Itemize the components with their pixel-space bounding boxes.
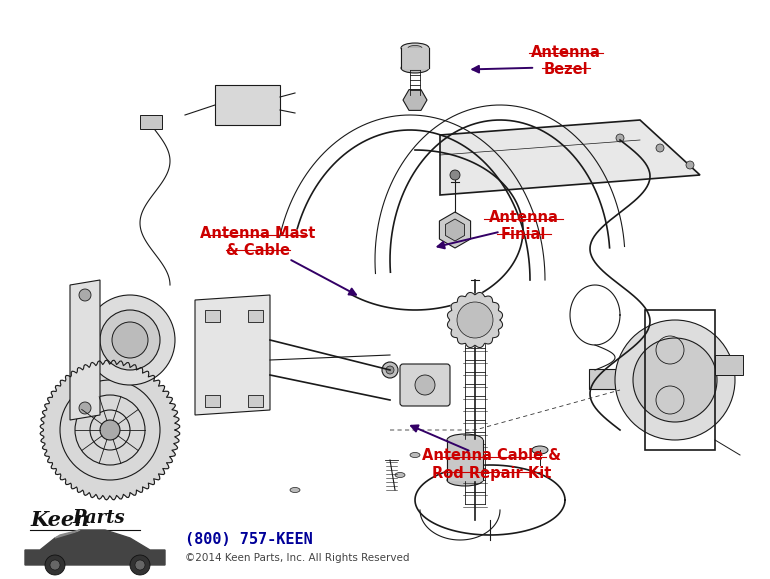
Polygon shape bbox=[440, 120, 700, 195]
Ellipse shape bbox=[401, 43, 429, 53]
FancyBboxPatch shape bbox=[140, 115, 162, 129]
FancyBboxPatch shape bbox=[205, 395, 220, 407]
Text: ©2014 Keen Parts, Inc. All Rights Reserved: ©2014 Keen Parts, Inc. All Rights Reserv… bbox=[185, 553, 410, 563]
Polygon shape bbox=[447, 292, 503, 347]
Ellipse shape bbox=[395, 472, 405, 478]
Ellipse shape bbox=[532, 446, 548, 454]
Ellipse shape bbox=[290, 488, 300, 493]
FancyBboxPatch shape bbox=[215, 85, 280, 125]
Ellipse shape bbox=[447, 434, 483, 446]
Polygon shape bbox=[55, 530, 80, 538]
Circle shape bbox=[130, 555, 150, 575]
Circle shape bbox=[382, 362, 398, 378]
Ellipse shape bbox=[408, 46, 422, 50]
FancyBboxPatch shape bbox=[248, 395, 263, 407]
Text: Parts: Parts bbox=[72, 509, 125, 527]
Text: (800) 757-KEEN: (800) 757-KEEN bbox=[185, 533, 313, 548]
Ellipse shape bbox=[410, 453, 420, 457]
Circle shape bbox=[386, 366, 394, 374]
Circle shape bbox=[100, 310, 160, 370]
Circle shape bbox=[616, 134, 624, 142]
Circle shape bbox=[100, 420, 120, 440]
FancyBboxPatch shape bbox=[248, 310, 263, 322]
Text: Keen: Keen bbox=[30, 510, 89, 530]
Circle shape bbox=[633, 338, 717, 422]
FancyBboxPatch shape bbox=[589, 369, 621, 389]
Circle shape bbox=[79, 402, 91, 414]
Text: Antenna Mast
& Cable: Antenna Mast & Cable bbox=[200, 226, 316, 258]
Circle shape bbox=[45, 555, 65, 575]
Text: Antenna Cable &
Rod Repair Kit: Antenna Cable & Rod Repair Kit bbox=[422, 448, 561, 481]
Polygon shape bbox=[40, 360, 179, 500]
FancyBboxPatch shape bbox=[400, 364, 450, 406]
Circle shape bbox=[135, 560, 145, 570]
Circle shape bbox=[50, 560, 60, 570]
Circle shape bbox=[457, 302, 493, 338]
Ellipse shape bbox=[447, 474, 483, 486]
Polygon shape bbox=[25, 530, 165, 565]
Text: Antenna
Finial: Antenna Finial bbox=[489, 210, 558, 242]
FancyBboxPatch shape bbox=[715, 355, 743, 375]
Circle shape bbox=[686, 161, 694, 169]
Circle shape bbox=[85, 295, 175, 385]
Circle shape bbox=[615, 320, 735, 440]
Circle shape bbox=[656, 144, 664, 152]
Circle shape bbox=[79, 289, 91, 301]
Circle shape bbox=[450, 170, 460, 180]
Circle shape bbox=[112, 322, 148, 358]
Ellipse shape bbox=[401, 63, 429, 73]
Polygon shape bbox=[70, 280, 100, 420]
FancyBboxPatch shape bbox=[205, 310, 220, 322]
Text: Antenna
Bezel: Antenna Bezel bbox=[531, 45, 601, 77]
Polygon shape bbox=[195, 295, 270, 415]
Circle shape bbox=[415, 375, 435, 395]
